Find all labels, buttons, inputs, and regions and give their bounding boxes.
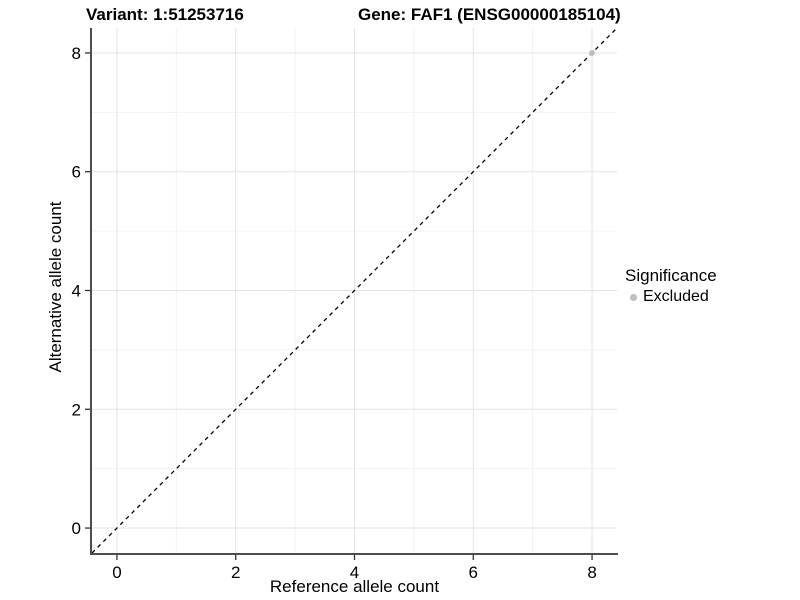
x-tick-label: 4 <box>350 563 359 582</box>
identity-line <box>91 27 618 554</box>
x-axis-title: Reference allele count <box>269 577 440 596</box>
x-tick-label: 8 <box>587 563 596 582</box>
x-tick-label: 0 <box>112 563 121 582</box>
data-point <box>589 50 595 56</box>
y-tick-label: 8 <box>72 44 81 63</box>
plot-title-gene: Gene: FAF1 (ENSG00000185104) <box>358 5 621 24</box>
legend-entry-excluded: Excluded <box>625 288 717 306</box>
plot-title-variant: Variant: 1:51253716 <box>86 5 244 24</box>
legend: Significance Excluded <box>625 266 717 306</box>
legend-point-icon <box>630 293 637 301</box>
y-axis-title: Alternative allele count <box>46 201 65 373</box>
x-tick-label: 2 <box>231 563 240 582</box>
legend-entry-label: Excluded <box>643 288 709 305</box>
y-tick-label: 0 <box>72 519 81 538</box>
y-tick-label: 2 <box>72 400 81 419</box>
legend-title: Significance <box>625 266 717 285</box>
y-tick-label: 4 <box>72 282 81 301</box>
y-tick-label: 6 <box>72 163 81 182</box>
x-tick-label: 6 <box>469 563 478 582</box>
